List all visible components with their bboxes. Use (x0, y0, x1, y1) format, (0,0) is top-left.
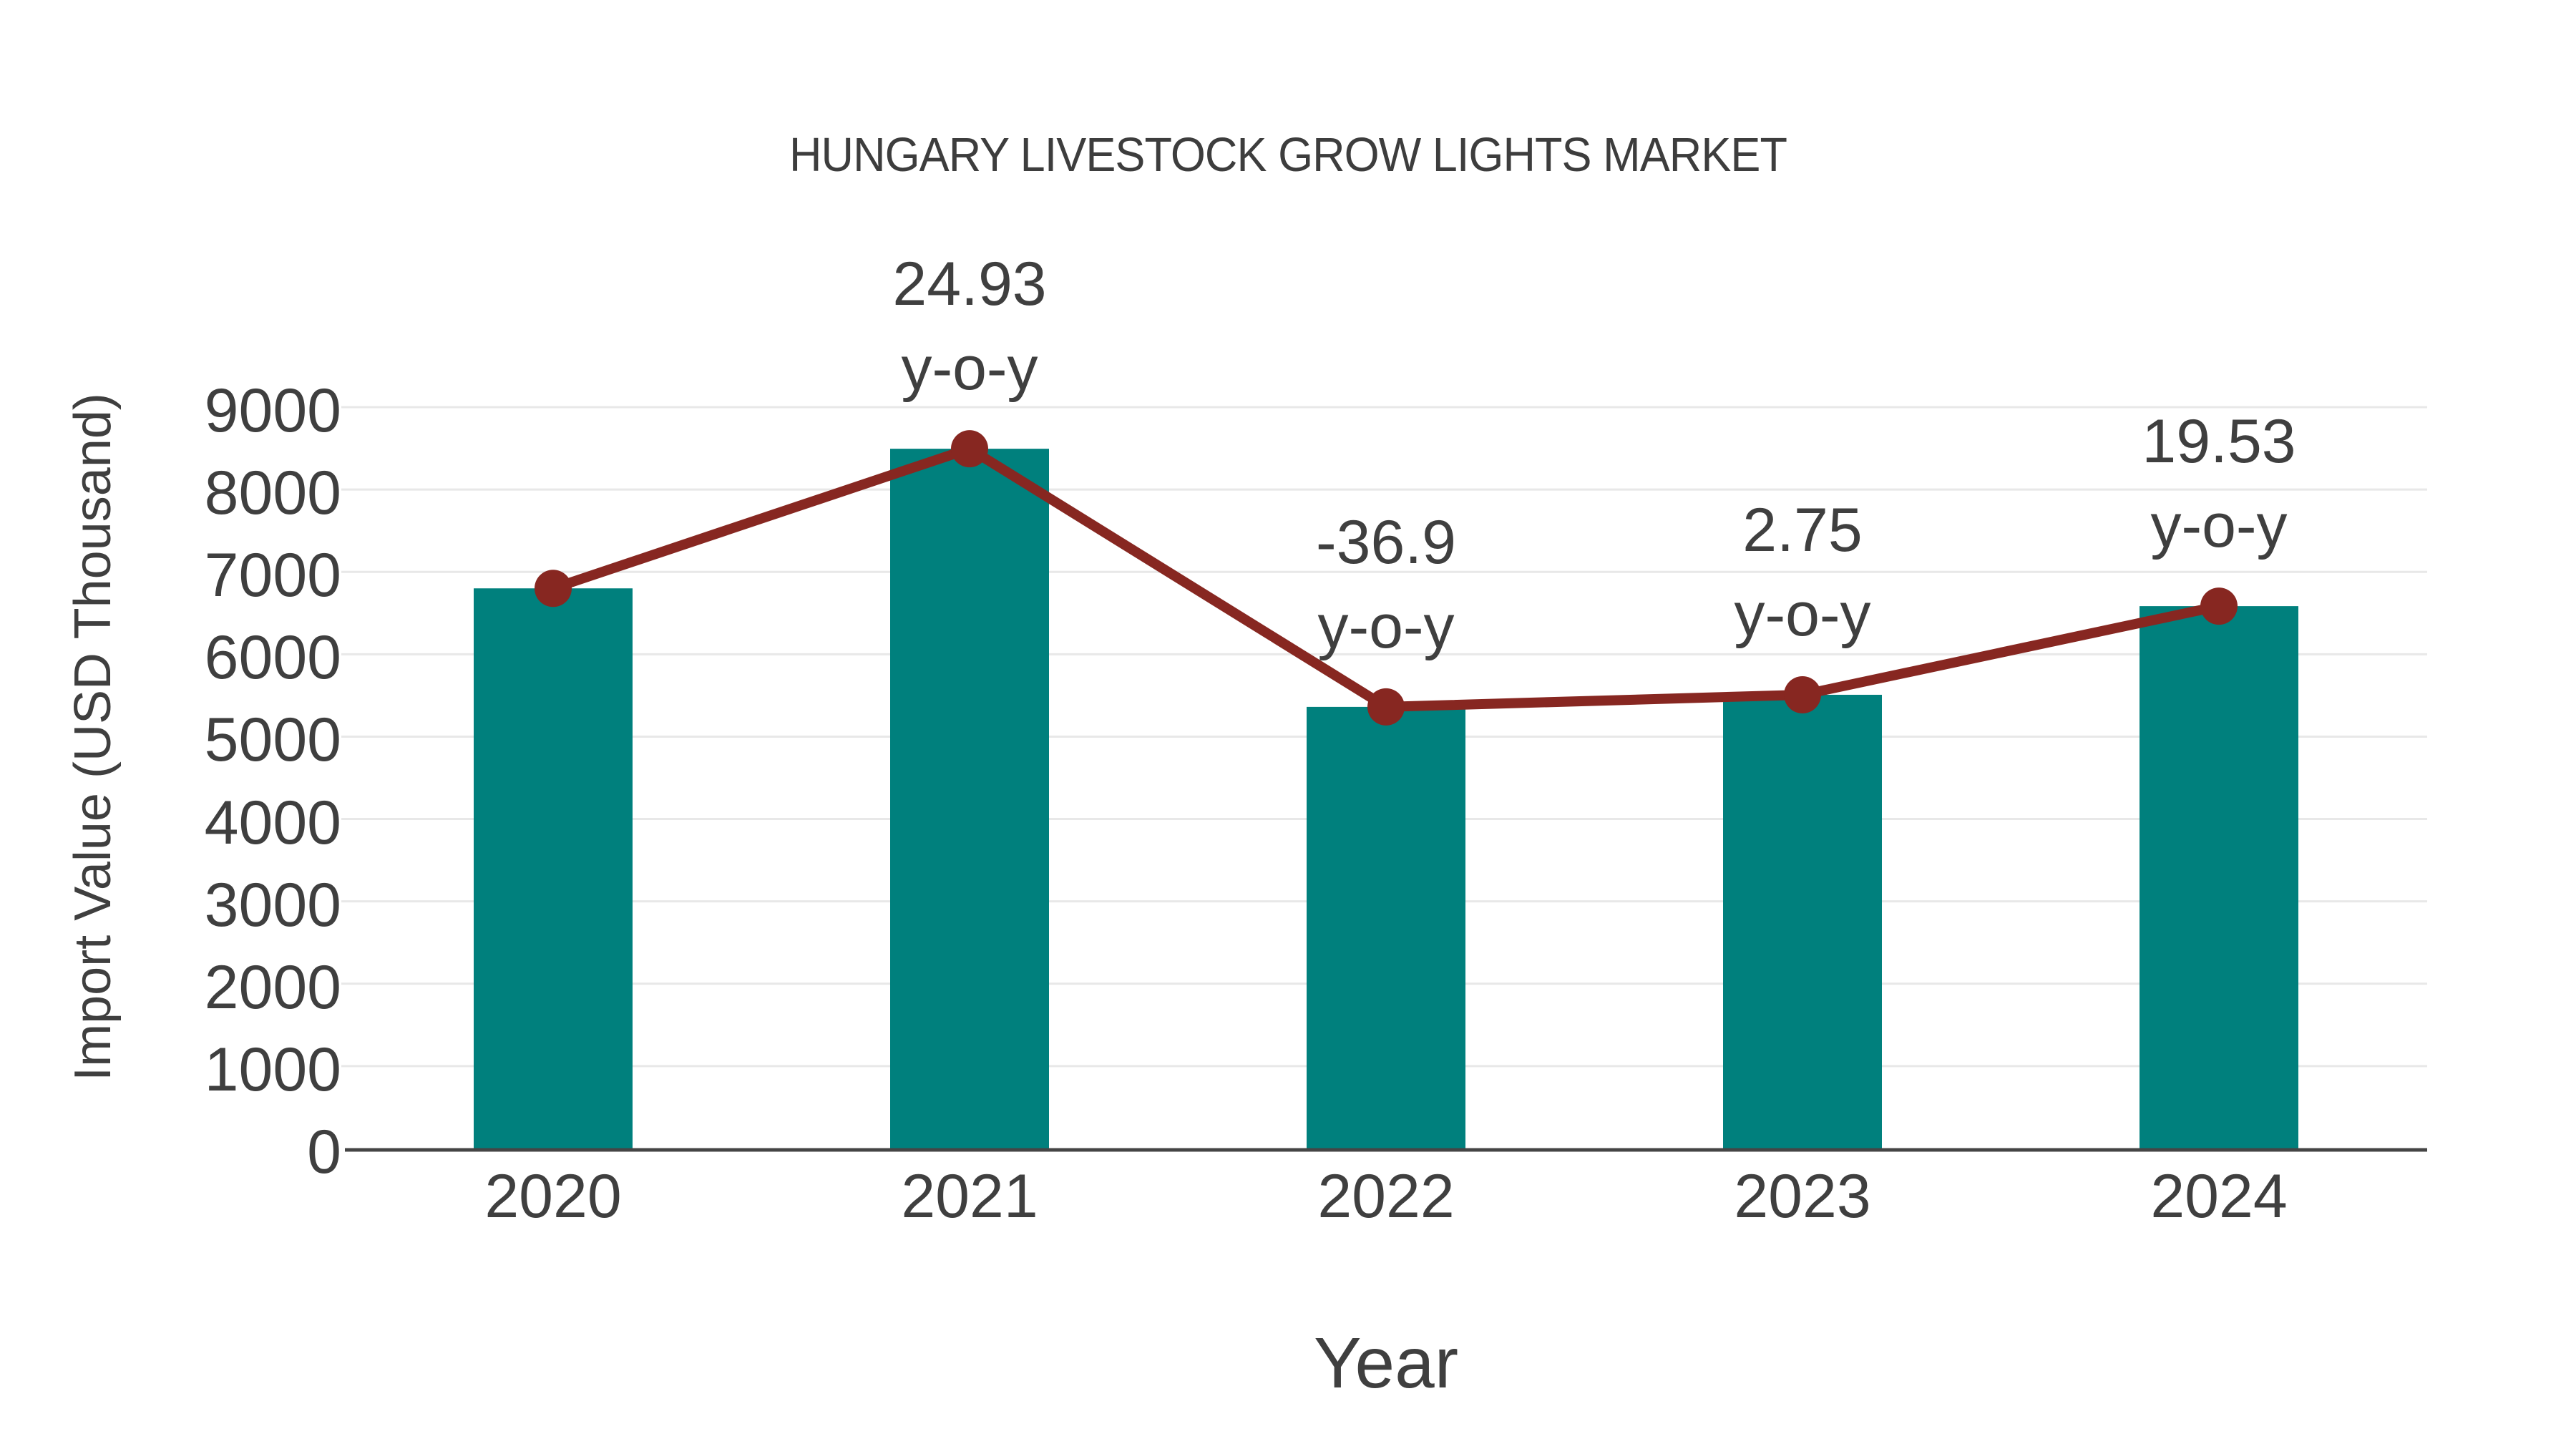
bar-2022 (1307, 706, 1465, 1150)
x-axis-title: Year (1313, 1323, 1459, 1403)
annotation-value-2023: 2.75 (1742, 495, 1863, 565)
trend-line (551, 444, 2220, 712)
annotation-value-2024: 19.53 (2142, 407, 2296, 477)
y-tick-3000: 3000 (204, 870, 341, 940)
y-tick-0: 0 (307, 1118, 341, 1186)
marker-2023 (1784, 675, 1821, 713)
y-tick-7000: 7000 (204, 541, 341, 610)
annotation-yoy-2021: y-o-y (901, 334, 1038, 404)
y-tick-6000: 6000 (204, 623, 341, 693)
marker-2024 (2200, 587, 2238, 625)
y-tick-8000: 8000 (204, 459, 341, 528)
x-tick-2021: 2021 (901, 1162, 1038, 1231)
y-tick-5000: 5000 (204, 706, 341, 775)
annotation-value-2021: 24.93 (892, 250, 1047, 319)
annotation-value-2022: -36.9 (1315, 507, 1457, 577)
y-tick-2000: 2000 (204, 952, 341, 1022)
x-tick-2022: 2022 (1317, 1162, 1455, 1231)
x-tick-2024: 2024 (2150, 1162, 2288, 1231)
annotation-yoy-2023: y-o-y (1734, 580, 1871, 649)
marker-2020 (535, 570, 572, 608)
annotation-yoy-2024: y-o-y (2150, 492, 2288, 561)
x-tick-2023: 2023 (1734, 1162, 1871, 1231)
bar-2020 (474, 588, 633, 1150)
annotation-yoy-2022: y-o-y (1317, 592, 1455, 661)
bar-2023 (1723, 694, 1882, 1150)
chart-title: HUNGARY LIVESTOCK GROW LIGHTS MARKET (789, 128, 1787, 182)
bar-2021 (890, 449, 1049, 1150)
y-tick-1000: 1000 (204, 1035, 341, 1104)
bar-2024 (2140, 606, 2298, 1150)
marker-2022 (1367, 688, 1405, 726)
marker-2021 (951, 430, 988, 468)
x-tick-2020: 2020 (484, 1162, 622, 1231)
y-tick-9000: 9000 (204, 376, 341, 445)
y-tick-4000: 4000 (204, 788, 341, 857)
